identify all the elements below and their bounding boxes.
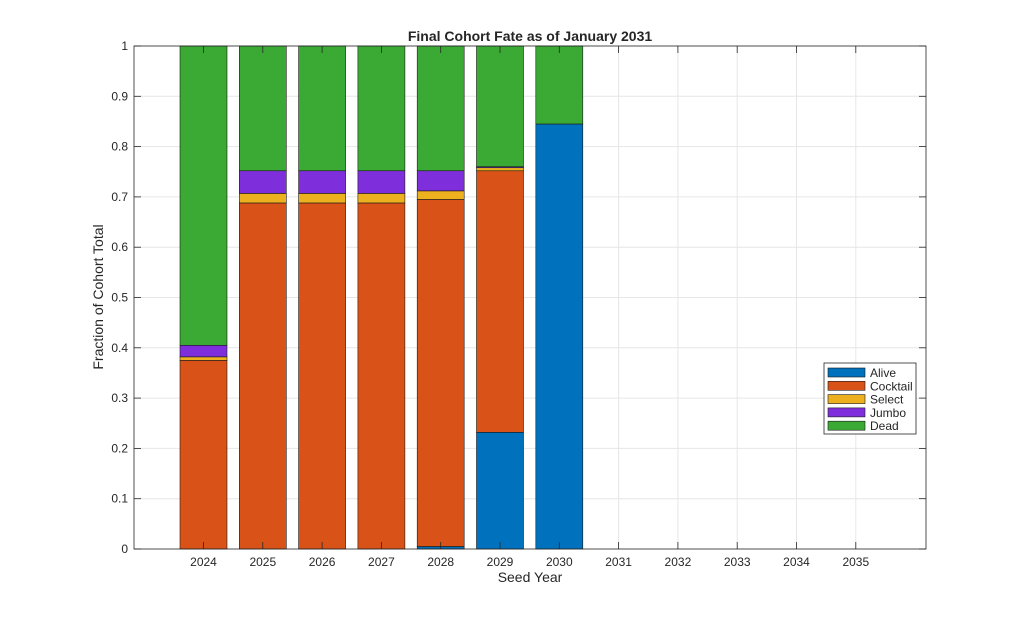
- bar-cocktail-2028: [416, 199, 465, 547]
- bar-jumbo-2024: [179, 344, 228, 358]
- y-tick-label: 0.1: [111, 492, 128, 506]
- legend-swatch-alive: [827, 367, 866, 378]
- x-axis-label: Seed Year: [498, 569, 563, 585]
- bar-dead-2029: [476, 45, 524, 168]
- legend-label-alive: Alive: [870, 366, 896, 380]
- x-tick-label: 2029: [487, 555, 514, 569]
- legend-label-dead: Dead: [870, 419, 899, 433]
- bar-dead-2024: [179, 45, 228, 346]
- legend-label-jumbo: Jumbo: [870, 406, 906, 420]
- x-tick-labels: 2024 2025 2026 2027 2028 2029 2030 2031 2032 2033…: [190, 555, 869, 569]
- bar-cocktail-2024: [179, 360, 228, 550]
- y-tick-label: 0: [121, 542, 128, 556]
- axis-ticks: [134, 45, 926, 550]
- bar-dead-2027: [357, 45, 406, 172]
- bar-alive-2029: [476, 432, 524, 550]
- y-tick-label: 0.8: [111, 140, 128, 154]
- y-tick-label: 0.2: [111, 441, 128, 455]
- bar-select-2024: [179, 356, 228, 361]
- bar-dead-2026: [298, 45, 346, 172]
- y-tick-label: 1: [121, 39, 128, 53]
- x-tick-label: 2026: [309, 555, 336, 569]
- bar-cocktail-2025: [239, 202, 287, 550]
- y-tick-label: 0.6: [111, 240, 128, 254]
- bar-jumbo-2026: [298, 170, 346, 194]
- x-tick-label: 2025: [249, 555, 276, 569]
- bar-select-2025: [239, 193, 287, 204]
- bar-select-2028: [416, 190, 465, 200]
- y-tick-label: 0.5: [111, 291, 128, 305]
- y-tick-label: 0.7: [111, 190, 128, 204]
- x-tick-label: 2031: [605, 555, 632, 569]
- x-tick-label: 2028: [427, 555, 454, 569]
- x-tick-label: 2027: [368, 555, 395, 569]
- legend-label-select: Select: [870, 393, 904, 407]
- y-axis-label: Fraction of Cohort Total: [90, 224, 106, 369]
- x-tick-label: 2032: [665, 555, 692, 569]
- x-tick-label: 2035: [842, 555, 869, 569]
- bar-select-2026: [298, 193, 346, 204]
- y-tick-labels: 0 0.1 0.2 0.3 0.4 0.5 0.6 0.7 0.8 0.9 1: [111, 39, 128, 556]
- x-tick-label: 2030: [546, 555, 573, 569]
- bar-select-2029: [476, 167, 524, 172]
- bar-dead-2028: [416, 45, 465, 172]
- legend-swatch-dead: [827, 420, 866, 431]
- y-tick-label: 0.4: [111, 341, 128, 355]
- bar-dead-2030: [535, 45, 584, 125]
- legend-swatch-jumbo: [827, 407, 866, 418]
- legend-label-cocktail: Cocktail: [870, 379, 913, 393]
- legend-swatch-cocktail: [827, 380, 866, 391]
- y-tick-label: 0.3: [111, 391, 128, 405]
- bar-jumbo-2028: [416, 170, 465, 192]
- bar-cocktail-2027: [357, 202, 406, 550]
- bar-cocktail-2026: [298, 202, 346, 550]
- bar-alive-2030: [535, 123, 584, 550]
- chart-title: Final Cohort Fate as of January 2031: [408, 28, 653, 44]
- bar-cocktail-2029: [476, 170, 524, 433]
- x-tick-label: 2033: [724, 555, 751, 569]
- bar-select-2027: [357, 193, 406, 204]
- legend-swatch-select: [827, 394, 866, 404]
- x-tick-label: 2034: [783, 555, 810, 569]
- bars: [179, 45, 584, 550]
- x-tick-label: 2024: [190, 555, 217, 569]
- bar-jumbo-2027: [357, 170, 406, 194]
- y-tick-label: 0.9: [111, 89, 128, 103]
- bar-dead-2025: [239, 45, 287, 172]
- bar-jumbo-2025: [239, 170, 287, 194]
